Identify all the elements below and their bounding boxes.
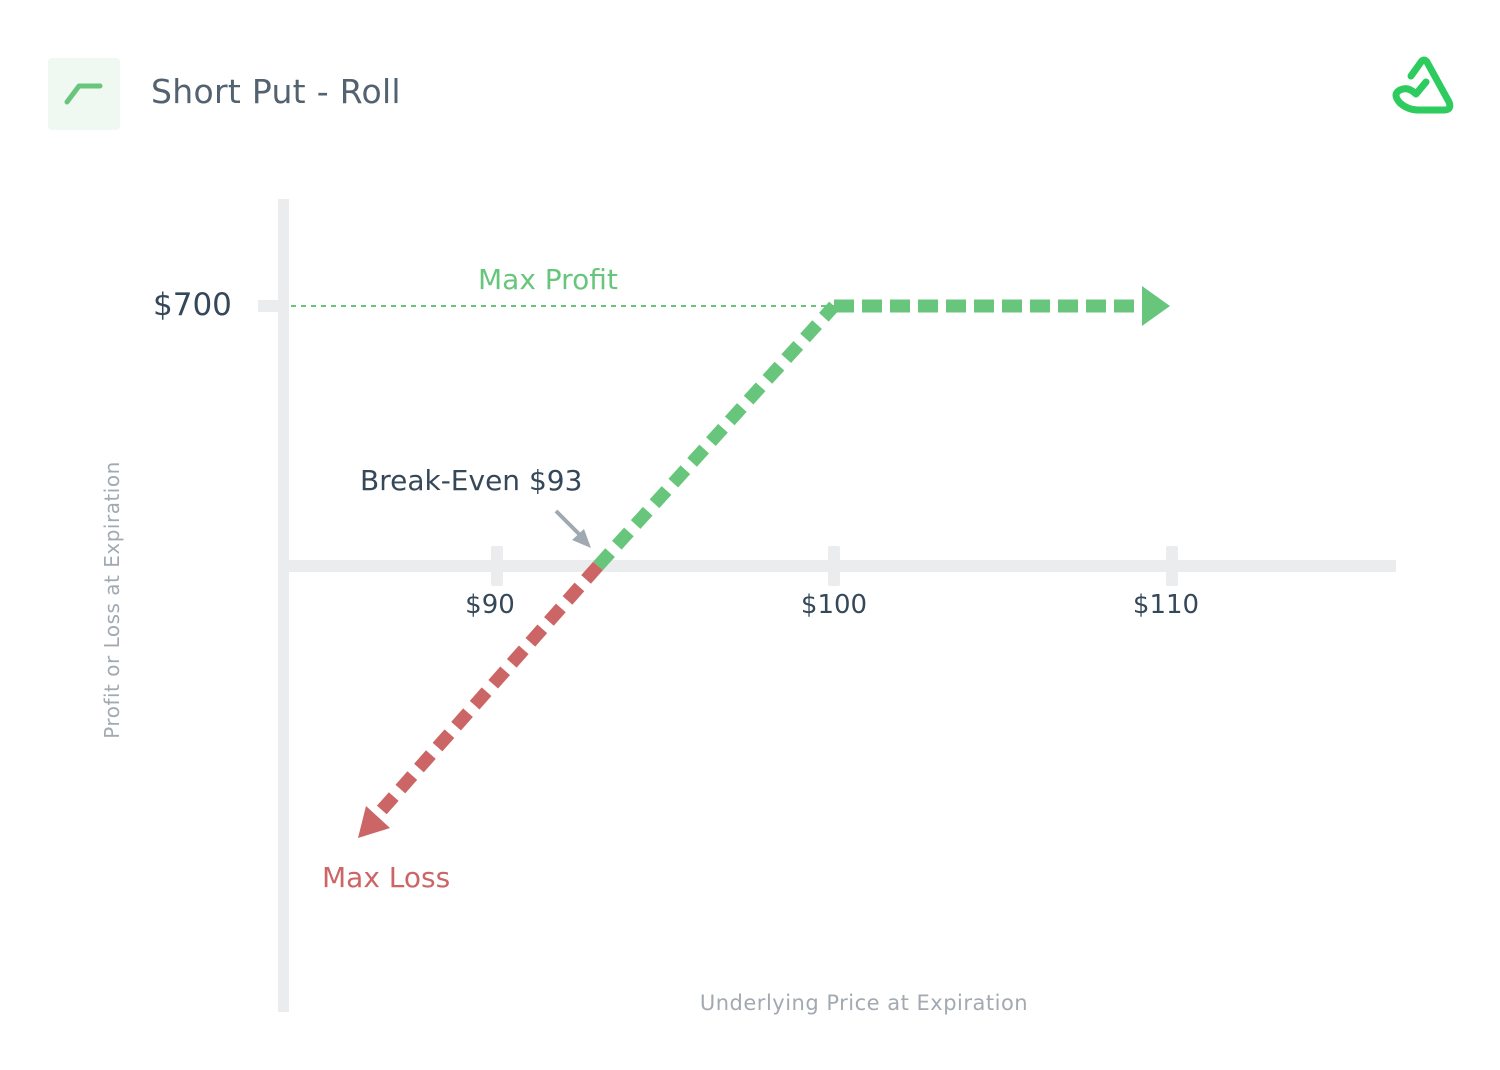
profit-arrow-icon: [1142, 286, 1170, 326]
x-tick-label-90: $90: [465, 590, 515, 620]
break-even-arrow-icon: [572, 529, 591, 548]
strategy-icon-box: [48, 58, 120, 130]
y-axis: [278, 199, 289, 1012]
x-tick-label-110: $110: [1132, 590, 1200, 620]
y-tick-700: [258, 300, 289, 312]
profit-line-rising: [593, 301, 839, 571]
break-even-pointer: [554, 509, 584, 539]
loss-arrow-icon: [358, 806, 390, 838]
max-loss-label: Max Loss: [322, 861, 451, 894]
break-even-label: Break-Even $93: [360, 464, 583, 497]
x-axis: [289, 560, 1396, 572]
x-tick-90: [491, 546, 503, 586]
page-title: Short Put - Roll: [151, 72, 401, 111]
y-tick-label-700: $700: [153, 287, 232, 323]
max-profit-label: Max Profit: [478, 263, 618, 296]
x-tick-label-100: $100: [800, 590, 868, 620]
strategy-curve-icon: [64, 83, 103, 105]
x-tick-110: [1166, 546, 1178, 586]
brand-logo-icon: [1392, 56, 1454, 114]
x-tick-100: [828, 546, 840, 586]
x-axis-title: Underlying Price at Expiration: [699, 991, 1029, 1015]
y-axis-title: Profit or Loss at Expiration: [100, 461, 124, 739]
